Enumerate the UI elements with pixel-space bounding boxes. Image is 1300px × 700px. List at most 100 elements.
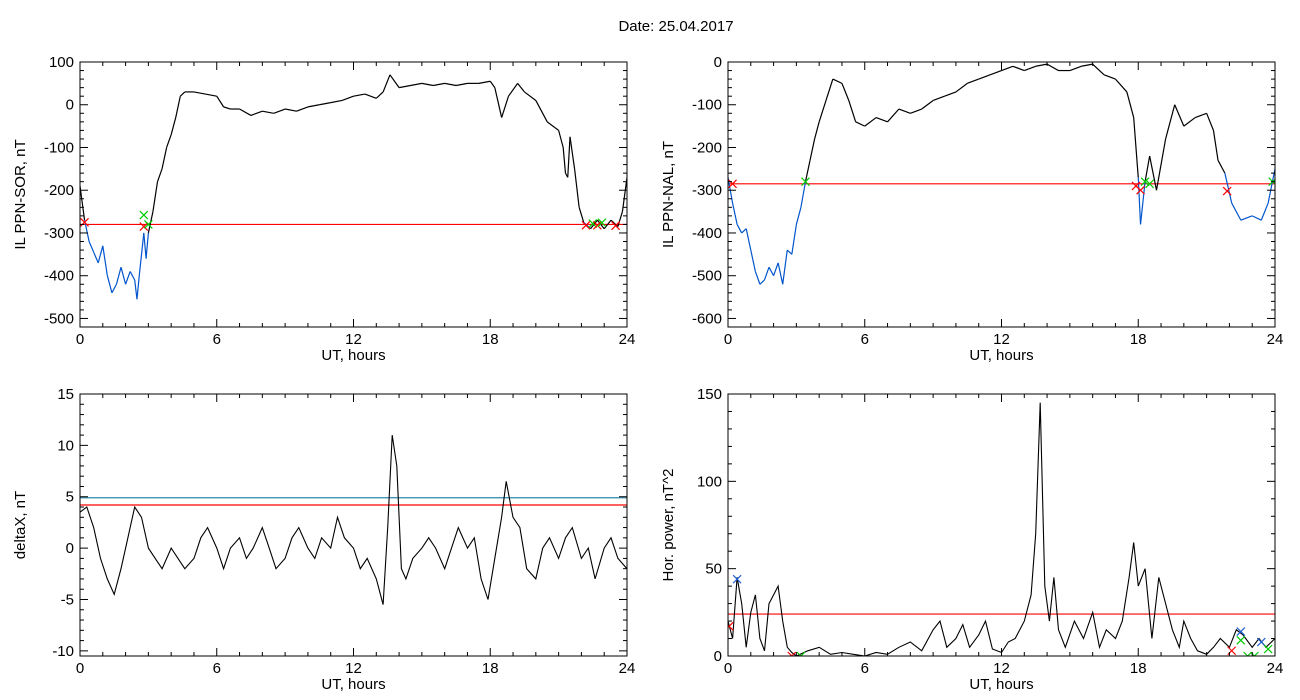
series-segment [754,271,761,285]
series-segment [855,121,866,127]
chart-il-sor: 0 6 12 18 24 -500 -400 -300 -200 -100 0 100 UT, hour… [12,54,635,364]
y-tick-label: 150 [697,386,722,403]
y-tick-label: 0 [66,540,74,557]
series-segment [80,185,86,221]
cross-stroke [139,210,149,220]
series-segment [166,134,172,148]
cross-stroke [581,220,591,230]
series-segment [319,102,331,106]
x-tick-label: 6 [213,660,221,677]
cross-stroke [728,621,734,629]
series-segment [262,110,274,114]
cross-stroke [1246,651,1253,656]
series-segment [161,147,168,169]
cross-marker [1145,179,1155,189]
series-segment [1035,63,1048,67]
series-segment [1195,112,1207,119]
series-segment [129,271,136,281]
series-segment [573,168,580,208]
cross-stroke [728,179,737,189]
y-tick-label: 0 [714,54,722,71]
y-tick-label: 15 [57,386,74,403]
cross-marker [1140,177,1150,187]
series-segment [193,91,206,95]
y-tick-label: -100 [692,97,722,114]
chart-deltax: 0 6 12 18 24 -10 -5 0 5 10 15 UT, hours deltaX, nT [12,386,635,693]
x-tick-label: 18 [482,660,499,677]
series-segment [444,82,457,87]
x-tick-label: 12 [345,660,362,677]
series-segment [1137,177,1142,225]
series-segment [818,100,827,123]
series-segment [898,108,911,114]
series-segment [535,100,548,123]
series-segment [546,121,559,131]
series-segment [562,147,567,174]
y-tick-label: -400 [44,268,74,285]
x-tick-label: 24 [619,660,636,677]
cross-stroke [801,177,810,187]
cross-marker [139,222,149,231]
y-tick-label: -300 [44,225,74,242]
cross-marker [1263,644,1273,654]
y-tick-label: -500 [44,310,74,327]
y-tick-label: -400 [692,225,722,242]
series-segment [786,249,793,255]
y-axis-title: IL PPN-SOR, nT [12,139,29,249]
x-tick-label: 18 [482,331,499,348]
series-segment [921,99,934,110]
series-segment [763,266,770,281]
series-segment [978,74,991,80]
series-segment [773,262,779,276]
series-segment [989,69,1002,76]
x-axis-title: UT, hours [321,347,385,364]
series-segment [1103,74,1116,80]
cross-stroke [1145,179,1155,189]
y-tick-label: 100 [49,54,74,71]
y-tick-label: 0 [714,648,722,665]
series-segment [125,271,131,285]
series-segment [341,95,354,102]
series-segment [1024,65,1036,72]
series-segment [1139,181,1146,225]
cross-stroke [1222,186,1232,196]
cross-marker [143,219,153,229]
series-segment [494,87,503,118]
cross-stroke [1253,651,1259,656]
series-segment [330,99,343,104]
cross-stroke [787,651,793,656]
series-segment [825,78,834,101]
series-segment [524,91,537,101]
cross-stroke [139,222,149,231]
cross-stroke [1263,644,1273,654]
series-segment [1012,65,1025,72]
series-segment [567,136,571,178]
series-segment [768,266,775,276]
series-segment [1240,215,1253,221]
cross-marker [1243,651,1253,656]
cross-marker [80,217,89,227]
y-tick-label: 100 [697,473,722,490]
y-tick-label: 50 [705,561,722,578]
series-segment [603,219,612,230]
series-segment [507,83,519,97]
cross-stroke [732,574,742,584]
x-axis-title: UT, hours [969,676,1033,693]
plot-frame [79,393,628,657]
cross-stroke [143,219,153,229]
series-segment [741,228,747,234]
cross-marker [728,179,737,189]
series-segment [910,108,922,114]
series-segment [1260,202,1269,221]
cross-marker [1222,186,1232,196]
series-segment [617,211,624,227]
series-segment [307,104,320,108]
series-segment [410,82,422,87]
plot-area [80,74,627,300]
cross-marker [139,210,149,220]
series-segment [1144,155,1151,182]
series-segment [932,95,945,102]
y-axis-title: IL PPN-NAL, nT [660,141,677,248]
cross-stroke [1140,177,1150,187]
cross-marker [611,221,621,231]
